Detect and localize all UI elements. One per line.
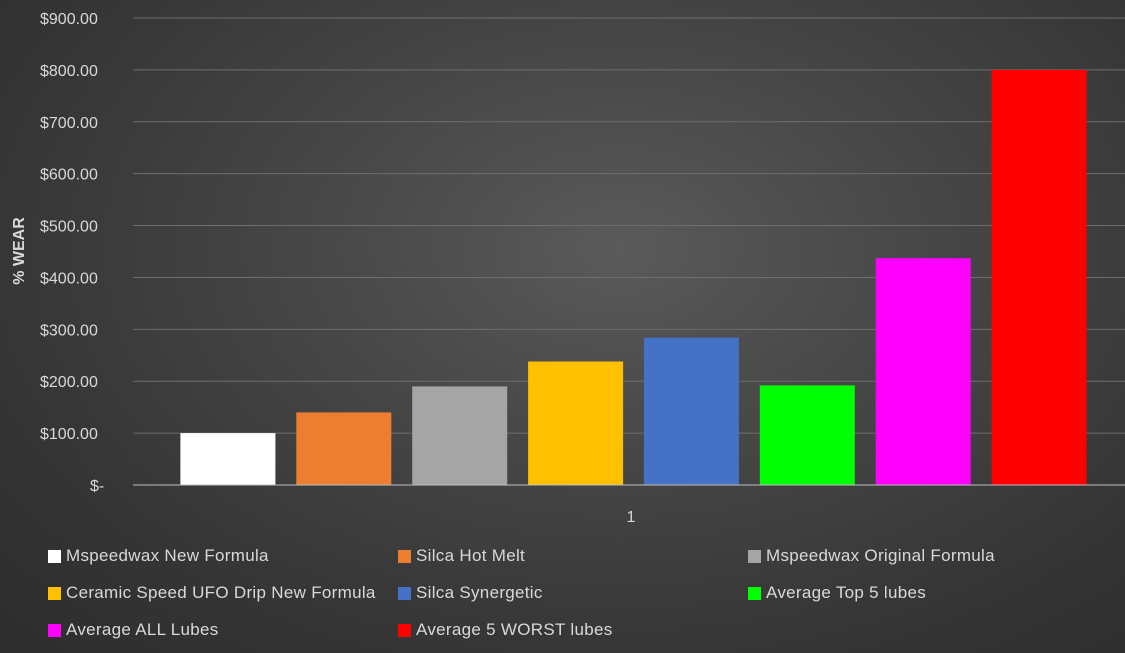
legend: Mspeedwax New Formula Silca Hot Melt Mspee… xyxy=(48,544,1118,642)
legend-item: Silca Hot Melt xyxy=(398,544,748,568)
legend-label: Mspeedwax Original Formula xyxy=(766,546,995,565)
legend-swatch xyxy=(48,549,61,563)
legend-item: Mspeedwax Original Formula xyxy=(748,544,1118,568)
bar-silca-synergetic xyxy=(643,337,739,485)
y-axis-title: % WEAR xyxy=(11,217,28,285)
y-tick-label: $700.00 xyxy=(40,115,98,132)
y-tick-label: $800.00 xyxy=(40,63,98,80)
bar-average-all-lubes xyxy=(875,258,971,485)
bar-ceramic-speed-ufo-drip-new-formula xyxy=(528,361,624,485)
legend-label: Average 5 WORST lubes xyxy=(416,620,613,639)
legend-swatch xyxy=(48,586,61,600)
legend-label: Mspeedwax New Formula xyxy=(66,546,269,565)
legend-item: Mspeedwax New Formula xyxy=(48,544,398,568)
legend-item: Silca Synergetic xyxy=(398,581,748,605)
y-tick-label: $900.00 xyxy=(40,11,98,28)
y-tick-label: $- xyxy=(90,478,104,495)
y-tick-label: $500.00 xyxy=(40,219,98,236)
gridlines xyxy=(133,17,1125,434)
legend-item: Average 5 WORST lubes xyxy=(398,618,748,642)
y-axis-tick-labels: $- $100.00 $200.00 $300.00 $400.00 $500.00 $60… xyxy=(40,11,104,495)
legend-label: Average ALL Lubes xyxy=(66,620,219,639)
legend-item: Average Top 5 lubes xyxy=(748,581,1118,605)
bar-silca-hot-melt xyxy=(296,412,392,485)
legend-label: Silca Synergetic xyxy=(416,583,543,602)
y-tick-label: $400.00 xyxy=(40,270,98,287)
legend-label: Silca Hot Melt xyxy=(416,546,526,565)
bar-mspeedwax-original-formula xyxy=(412,386,508,485)
legend-swatch xyxy=(398,549,411,563)
legend-item: Average ALL Lubes xyxy=(48,618,398,642)
bars xyxy=(180,69,1087,486)
bar-average-top-5-lubes xyxy=(759,385,855,485)
legend-label: Ceramic Speed UFO Drip New Formula xyxy=(66,583,376,602)
y-tick-label: $100.00 xyxy=(40,426,98,443)
y-tick-label: $600.00 xyxy=(40,167,98,184)
legend-swatch xyxy=(48,623,61,637)
legend-swatch xyxy=(398,623,411,637)
legend-swatch xyxy=(748,586,761,600)
x-axis-category-label: 1 xyxy=(627,509,636,526)
y-tick-label: $300.00 xyxy=(40,322,98,339)
legend-swatch xyxy=(748,549,761,563)
bar-mspeedwax-new-formula xyxy=(180,433,276,485)
bar-average-5-worst-lubes xyxy=(991,69,1087,486)
legend-item: Ceramic Speed UFO Drip New Formula xyxy=(48,581,398,605)
legend-label: Average Top 5 lubes xyxy=(766,583,927,602)
bar-chart: $- $100.00 $200.00 $300.00 $400.00 $500.00 $60… xyxy=(11,11,1125,526)
y-tick-label: $200.00 xyxy=(40,374,98,391)
legend-swatch xyxy=(398,586,411,600)
